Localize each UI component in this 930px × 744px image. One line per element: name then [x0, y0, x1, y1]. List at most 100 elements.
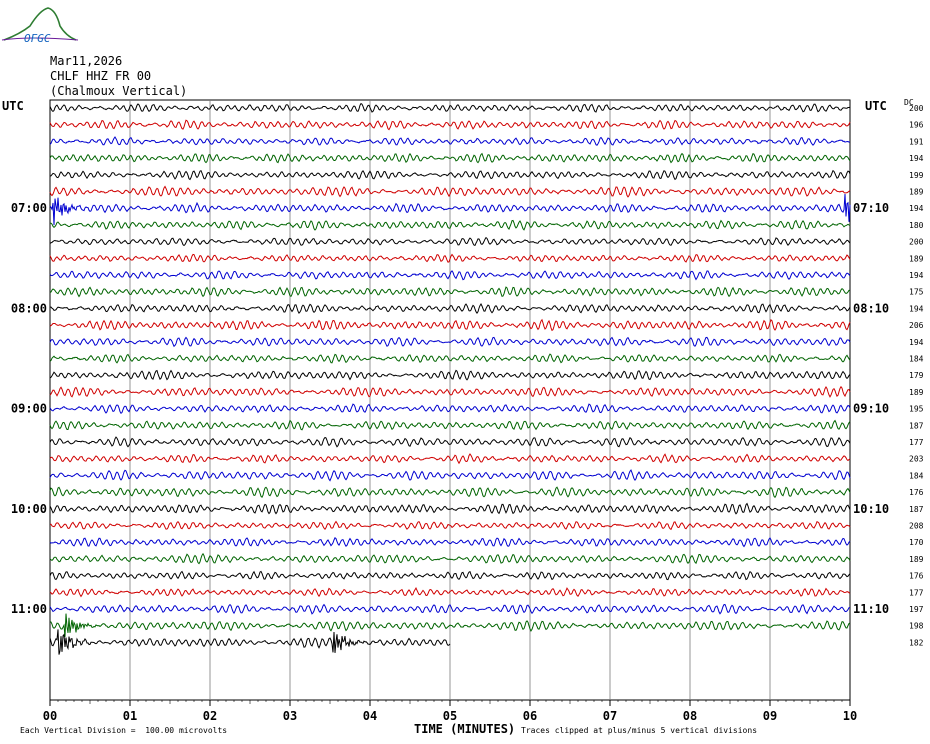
trace-line — [49, 369, 851, 381]
trace-line — [49, 552, 851, 565]
trace-line — [49, 587, 851, 598]
dc-offset-value: 194 — [909, 204, 924, 213]
right-utc-label: UTC — [865, 99, 887, 113]
trace-line — [49, 169, 851, 181]
dc-offset-value: 176 — [909, 572, 924, 581]
trace-line — [49, 286, 851, 298]
trace-line — [49, 403, 851, 415]
x-tick-label: 07 — [603, 709, 617, 723]
trace-line — [49, 353, 851, 364]
dc-offset-value: 194 — [909, 271, 924, 280]
ofgc-logo: OFGC — [1, 7, 79, 45]
dc-offset-value: 175 — [909, 288, 924, 297]
date-label: Mar11,2026 — [50, 54, 123, 68]
trace-line — [49, 193, 851, 226]
x-axis-title: TIME (MINUTES) — [414, 722, 516, 736]
trace-line — [49, 385, 851, 398]
dc-offset-value: 198 — [909, 622, 924, 631]
x-tick-label: 03 — [283, 709, 297, 723]
trace-line — [49, 469, 851, 482]
trace-line — [49, 570, 851, 581]
location-label: (Chalmoux Vertical) — [50, 84, 188, 98]
clip-note: Traces clipped at plus/minus 5 vertical … — [521, 726, 758, 735]
dc-offset-value: 196 — [909, 121, 924, 130]
dc-offset-value: 187 — [909, 421, 924, 430]
right-hour-label: 11:10 — [853, 602, 889, 616]
trace-line — [49, 318, 851, 332]
trace-line — [49, 603, 851, 615]
trace-line — [49, 236, 851, 247]
trace-line — [49, 253, 851, 263]
dc-offset-value: 191 — [909, 137, 924, 146]
scale-note: Each Vertical Division = 100.00 microvol… — [20, 726, 228, 735]
dc-offset-value: 189 — [909, 388, 924, 397]
dc-offset-value: 187 — [909, 505, 924, 514]
dc-offset-value: 200 — [909, 238, 924, 247]
dc-offset-value: 194 — [909, 338, 924, 347]
dc-offset-value: 177 — [909, 438, 924, 447]
dc-offset-value: 200 — [909, 104, 924, 113]
dc-offset-value: 179 — [909, 371, 924, 380]
dc-offset-value: 177 — [909, 588, 924, 597]
trace-line — [49, 537, 851, 548]
trace-line — [50, 520, 851, 531]
dc-offset-value: 194 — [909, 304, 924, 313]
trace-line — [49, 486, 851, 499]
trace-line — [49, 152, 851, 164]
dc-offset-value: 197 — [909, 605, 924, 614]
dc-offset-value: 206 — [909, 321, 924, 330]
dc-offset-value: 184 — [909, 471, 924, 480]
trace-line — [49, 270, 851, 281]
dc-offset-value: 182 — [909, 638, 924, 647]
trace-line — [49, 219, 851, 231]
x-tick-label: 05 — [443, 709, 457, 723]
dc-offset-value: 170 — [909, 538, 924, 547]
trace-line — [49, 102, 851, 113]
left-utc-label: UTC — [2, 99, 24, 113]
trace-line — [49, 502, 851, 515]
dc-offset-value: 208 — [909, 522, 924, 531]
right-hour-label: 08:10 — [853, 301, 889, 315]
x-tick-label: 01 — [123, 709, 137, 723]
trace-line — [49, 419, 851, 431]
dc-offset-value: 195 — [909, 405, 924, 414]
dc-label: DC — [904, 98, 914, 107]
dc-offset-value: 189 — [909, 188, 924, 197]
x-tick-label: 10 — [843, 709, 857, 723]
dc-offset-value: 194 — [909, 154, 924, 163]
dc-offset-value: 199 — [909, 171, 924, 180]
dc-offset-value: 203 — [909, 455, 924, 464]
right-hour-label: 10:10 — [853, 502, 889, 516]
left-hour-label: 09:00 — [11, 402, 47, 416]
x-tick-label: 08 — [683, 709, 697, 723]
dc-offset-value: 184 — [909, 355, 924, 364]
x-tick-label: 04 — [363, 709, 377, 723]
left-hour-label: 10:00 — [11, 502, 47, 516]
dc-offset-value: 176 — [909, 488, 924, 497]
trace-line — [49, 136, 850, 146]
x-tick-label: 02 — [203, 709, 217, 723]
x-tick-label: 00 — [43, 709, 57, 723]
trace-line — [49, 629, 451, 655]
left-hour-label: 08:00 — [11, 301, 47, 315]
logo-lettering: OFGC — [24, 32, 51, 45]
trace-line — [49, 453, 851, 465]
trace-line — [49, 119, 851, 131]
x-tick-label: 09 — [763, 709, 777, 723]
station-label: CHLF HHZ FR 00 — [50, 69, 152, 83]
right-hour-label: 07:10 — [853, 201, 889, 215]
trace-line — [49, 436, 851, 448]
left-hour-label: 11:00 — [11, 602, 47, 616]
trace-line — [49, 185, 851, 198]
x-tick-label: 06 — [523, 709, 537, 723]
dc-offset-value: 189 — [909, 254, 924, 263]
dc-offset-value: 189 — [909, 555, 924, 564]
right-hour-label: 09:10 — [853, 402, 889, 416]
trace-line — [49, 613, 851, 637]
left-hour-label: 07:00 — [11, 201, 47, 215]
dc-offset-value: 180 — [909, 221, 924, 230]
trace-line — [49, 336, 851, 348]
trace-line — [49, 302, 851, 314]
